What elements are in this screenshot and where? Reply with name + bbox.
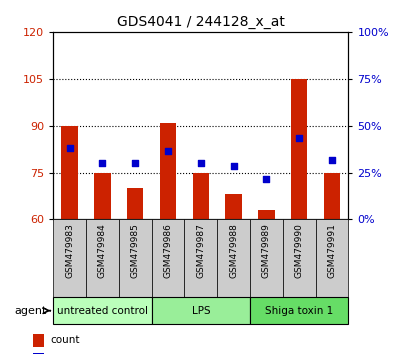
- Bar: [225, 194, 241, 219]
- Bar: [258, 210, 274, 219]
- Bar: [53, 219, 86, 297]
- Text: GSM479985: GSM479985: [130, 223, 139, 278]
- Point: [164, 148, 171, 154]
- Bar: [323, 172, 339, 219]
- Text: untreated control: untreated control: [57, 306, 148, 316]
- Bar: [33, 353, 44, 354]
- Text: GSM479986: GSM479986: [163, 223, 172, 278]
- Bar: [249, 297, 348, 324]
- Text: LPS: LPS: [191, 306, 210, 316]
- Bar: [33, 334, 44, 347]
- Bar: [217, 219, 249, 297]
- Bar: [249, 219, 282, 297]
- Text: count: count: [50, 335, 79, 345]
- Bar: [53, 297, 151, 324]
- Bar: [315, 219, 348, 297]
- Point: [328, 157, 335, 163]
- Point: [263, 176, 269, 182]
- Point: [197, 160, 204, 166]
- Text: GSM479991: GSM479991: [327, 223, 336, 278]
- Text: GSM479984: GSM479984: [98, 223, 107, 278]
- Point: [66, 145, 73, 150]
- Bar: [151, 219, 184, 297]
- Text: Shiga toxin 1: Shiga toxin 1: [265, 306, 333, 316]
- Title: GDS4041 / 244128_x_at: GDS4041 / 244128_x_at: [117, 16, 284, 29]
- Point: [99, 160, 106, 166]
- Text: GSM479983: GSM479983: [65, 223, 74, 278]
- Bar: [86, 219, 119, 297]
- Text: GSM479988: GSM479988: [229, 223, 238, 278]
- Bar: [192, 172, 209, 219]
- Point: [132, 160, 138, 166]
- Bar: [119, 219, 151, 297]
- Bar: [151, 297, 249, 324]
- Text: agent: agent: [14, 306, 47, 316]
- Bar: [282, 219, 315, 297]
- Bar: [184, 219, 217, 297]
- Bar: [61, 126, 78, 219]
- Text: GSM479989: GSM479989: [261, 223, 270, 278]
- Text: GSM479987: GSM479987: [196, 223, 205, 278]
- Text: GSM479990: GSM479990: [294, 223, 303, 278]
- Bar: [94, 172, 110, 219]
- Point: [295, 135, 302, 141]
- Bar: [290, 79, 307, 219]
- Bar: [160, 122, 176, 219]
- Bar: [127, 188, 143, 219]
- Point: [230, 164, 236, 169]
